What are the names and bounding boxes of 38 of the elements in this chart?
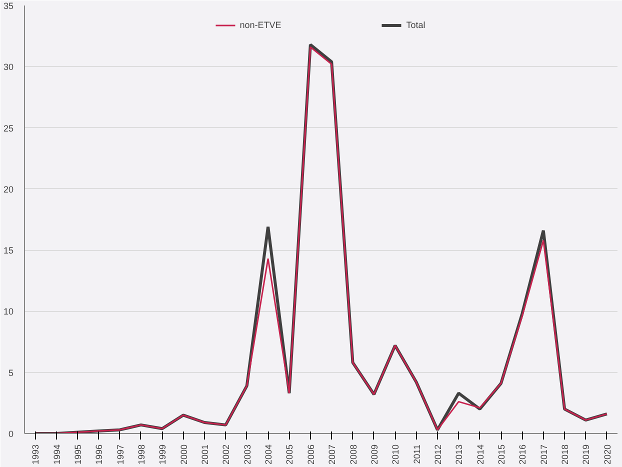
x-tick-label: 2006	[306, 444, 316, 465]
y-tick-label: 10	[3, 306, 14, 317]
x-tick-label: 2001	[200, 444, 210, 465]
x-tick-label: 2019	[581, 444, 592, 465]
y-tick-label: 5	[8, 368, 14, 378]
y-tick-label: 20	[3, 184, 14, 194]
x-tick-label: 2016	[518, 444, 528, 465]
x-tick-label: 2007	[327, 444, 338, 465]
legend-label: Total	[406, 20, 426, 30]
y-tick-label: 15	[3, 246, 14, 256]
x-tick-label: 2010	[390, 444, 401, 465]
x-tick-label: 1993	[30, 444, 41, 465]
y-tick-label: 35	[3, 1, 14, 11]
x-tick-label: 2015	[496, 444, 507, 465]
legend-label: non-ETVE	[240, 20, 282, 30]
x-tick-label: 2011	[412, 444, 422, 464]
y-tick-label: 0	[8, 429, 14, 439]
x-tick-label: 2013	[454, 444, 464, 465]
x-tick-label: 2017	[538, 444, 549, 465]
x-tick-label: 1997	[115, 444, 126, 465]
y-tick-label: 25	[3, 123, 14, 134]
x-tick-label: 2018	[560, 444, 570, 465]
y-tick-label: 30	[3, 62, 14, 72]
x-tick-label: 2000	[178, 444, 189, 465]
x-tick-label: 1996	[94, 444, 104, 465]
x-tick-label: 2020	[602, 444, 612, 465]
x-tick-label: 2002	[221, 444, 232, 465]
x-tick-label: 1994	[52, 444, 62, 465]
x-tick-label: 2004	[264, 444, 274, 465]
x-tick-label: 2005	[284, 444, 295, 465]
x-tick-label: 2012	[432, 444, 443, 465]
x-tick-label: 2009	[369, 444, 380, 465]
x-tick-label: 2014	[475, 444, 486, 465]
x-tick-label: 2003	[242, 444, 252, 465]
x-tick-label: 1998	[136, 444, 146, 465]
x-tick-label: 1999	[158, 444, 168, 465]
x-tick-label: 2008	[348, 444, 358, 465]
x-tick-label: 1995	[72, 444, 83, 465]
